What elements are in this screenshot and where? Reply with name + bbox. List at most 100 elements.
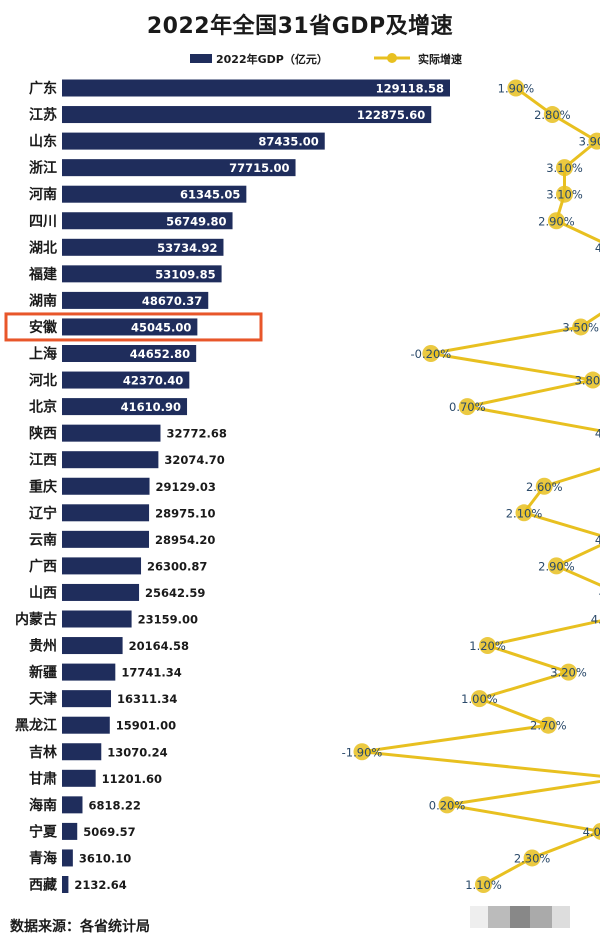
bar <box>62 743 102 761</box>
growth-value-label: 2.70% <box>530 719 567 733</box>
growth-value-label: 0.20% <box>429 798 466 812</box>
category-label: 四川 <box>29 214 57 230</box>
growth-value-label: 2.90% <box>538 214 575 228</box>
bar <box>62 663 116 681</box>
category-label: 山西 <box>29 585 57 601</box>
category-label: 青海 <box>29 850 57 867</box>
bar-value-label: 15901.00 <box>116 719 176 733</box>
growth-marker <box>588 132 600 150</box>
growth-value-label: 1.90% <box>498 82 535 96</box>
category-label: 新疆 <box>29 664 57 681</box>
bar <box>62 822 78 840</box>
growth-value-label: 1.10% <box>465 878 502 892</box>
bar-value-label: 2132.64 <box>74 878 126 892</box>
growth-marker <box>543 106 561 124</box>
category-label: 浙江 <box>29 160 57 177</box>
bar <box>62 610 132 628</box>
growth-value-label: 2.80% <box>534 108 571 122</box>
category-label: 上海 <box>29 346 57 363</box>
category-label: 海南 <box>29 797 57 814</box>
bar-value-label: 41610.90 <box>121 400 181 414</box>
legend-bar-swatch <box>190 54 212 63</box>
growth-marker <box>422 345 440 362</box>
category-label: 黑龙江 <box>15 717 57 734</box>
category-label: 江西 <box>29 452 57 469</box>
bar-series: 129118.58 122875.60 87435.00 77715.00 61345.… <box>62 79 450 893</box>
growth-value-label: 4.30% <box>595 533 600 547</box>
growth-marker <box>547 212 565 230</box>
bar-value-label: 42370.40 <box>123 374 183 388</box>
bar-value-label: 20164.58 <box>129 639 189 653</box>
growth-marker <box>470 690 488 708</box>
bar <box>62 583 140 601</box>
growth-value-label: 0.70% <box>449 400 486 414</box>
bar <box>62 690 112 708</box>
bar-value-label: 11201.60 <box>102 772 162 786</box>
growth-series: 1.90%2.80%3.90%3.10%3.10%2.90%4.30%4.70%… <box>342 79 600 893</box>
growth-marker <box>556 159 573 177</box>
bar-value-label: 122875.60 <box>357 108 425 122</box>
category-label: 广西 <box>29 558 57 575</box>
bar-value-label: 28954.20 <box>155 533 215 547</box>
growth-marker <box>592 822 600 840</box>
highlight-layer <box>4 312 263 342</box>
category-label: 宁夏 <box>29 823 58 840</box>
category-label: 辽宁 <box>29 505 57 522</box>
bar-value-label: 56749.80 <box>166 214 226 228</box>
growth-value-label: -0.20% <box>411 347 452 361</box>
category-label: 甘肃 <box>29 770 57 787</box>
bar <box>62 238 224 256</box>
growth-value-label: 3.50% <box>562 320 599 334</box>
category-label: 陕西 <box>29 425 57 442</box>
bar-value-label: 53734.92 <box>157 241 217 255</box>
bar <box>62 849 73 867</box>
growth-marker <box>539 716 557 734</box>
category-label: 吉林 <box>29 744 57 761</box>
growth-marker <box>535 477 553 495</box>
category-label: 重庆 <box>29 478 57 495</box>
category-label: 天津 <box>29 691 57 708</box>
bar-value-label: 61345.05 <box>180 188 240 202</box>
bar-value-label: 44652.80 <box>130 347 190 361</box>
category-label: 广东 <box>29 80 57 97</box>
growth-value-label: 2.10% <box>506 506 543 520</box>
bar <box>62 185 247 203</box>
bar <box>62 106 432 124</box>
bar-value-label: 32074.70 <box>164 453 224 467</box>
growth-value-label: 4.40% <box>599 586 600 600</box>
growth-value-label: 3.90% <box>579 135 600 149</box>
category-label: 西藏 <box>29 877 57 894</box>
growth-marker <box>547 557 565 575</box>
bar <box>62 345 197 362</box>
category-label: 福建 <box>28 266 57 283</box>
category-label: 云南 <box>29 531 57 548</box>
growth-marker <box>572 318 590 336</box>
growth-marker <box>523 849 541 867</box>
bar-value-label: 48670.37 <box>142 294 202 308</box>
bar <box>62 796 83 814</box>
category-label: 江苏 <box>29 107 57 124</box>
growth-marker <box>479 637 497 655</box>
bar-value-label: 45045.00 <box>131 320 191 334</box>
bar <box>62 769 96 787</box>
growth-value-label: 3.20% <box>550 666 587 680</box>
source-note: 数据来源：各省统计局 <box>10 919 150 935</box>
bar-value-label: 17741.34 <box>121 666 181 680</box>
growth-value-label: 2.60% <box>526 480 563 494</box>
growth-marker <box>438 796 456 814</box>
bar-value-label: 16311.34 <box>117 692 177 706</box>
growth-value-label: 4.30% <box>595 427 600 441</box>
legend: 2022年GDP（亿元） 实际增速 <box>190 52 462 66</box>
growth-marker <box>556 185 573 203</box>
bar-value-label: 32772.68 <box>166 427 226 441</box>
legend-line-marker <box>387 53 397 63</box>
bar <box>62 265 222 283</box>
growth-value-label: 4.30% <box>595 241 600 255</box>
growth-value-label: 1.20% <box>469 639 506 653</box>
bar <box>62 398 188 416</box>
growth-marker <box>458 398 476 416</box>
growth-line <box>360 86 600 886</box>
bar-value-label: 29129.03 <box>156 480 216 494</box>
bar-value-label: 23159.00 <box>138 613 198 627</box>
bar <box>62 557 142 575</box>
